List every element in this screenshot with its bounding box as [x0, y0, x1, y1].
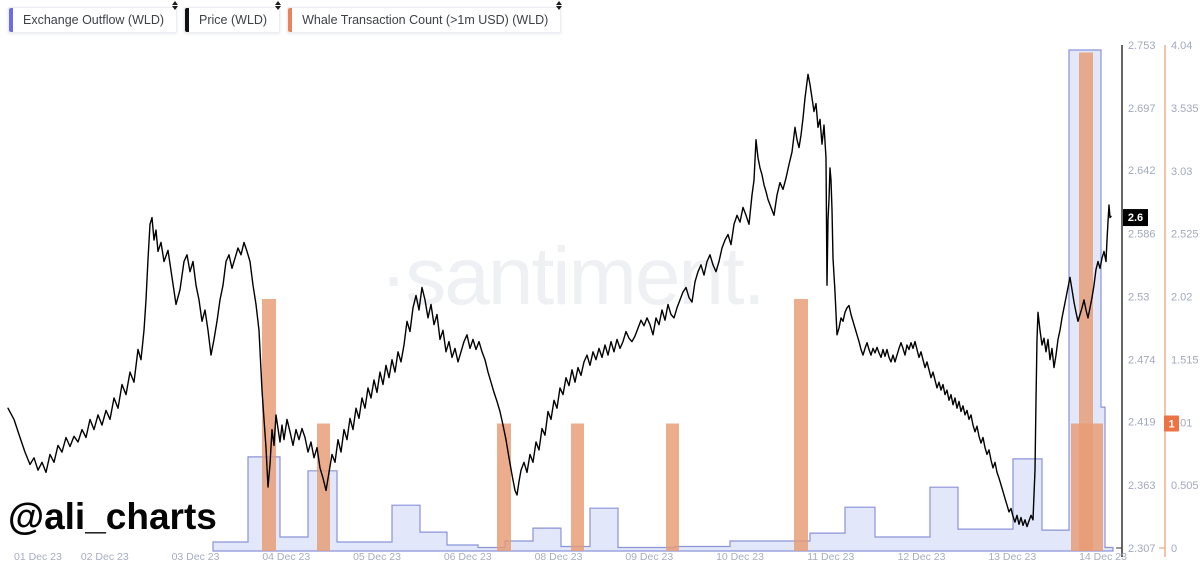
date-tick-label: 03 Dec 23: [172, 551, 220, 563]
whale-transaction-bars: [262, 52, 1103, 551]
whale-tick-label: 1.515: [1171, 354, 1199, 366]
svg-text:1: 1: [1168, 418, 1174, 430]
price-tick-label: 2.363: [1128, 480, 1156, 492]
whale-tick-label: 0.505: [1171, 480, 1199, 492]
date-tick-label: 04 Dec 23: [262, 551, 310, 563]
whale-bar: [317, 423, 330, 551]
whale-bar: [666, 423, 679, 551]
date-tick-label: 08 Dec 23: [535, 551, 583, 563]
date-tick-label: 10 Dec 23: [716, 551, 764, 563]
date-tick-label: 05 Dec 23: [353, 551, 401, 563]
legend: Exchange Outflow (WLD) Price (WLD) Whale…: [8, 1, 563, 33]
price-tick-label: 2.307: [1128, 543, 1156, 555]
date-tick-label: 13 Dec 23: [988, 551, 1036, 563]
svg-text:2.6: 2.6: [1128, 212, 1143, 224]
price-line: [7, 73, 1112, 528]
price-tick-label: 2.474: [1128, 355, 1156, 367]
date-tick-label: 01 Dec 23: [14, 551, 62, 563]
santiment-watermark: ·santiment.: [380, 231, 766, 322]
whale-bar: [262, 299, 276, 551]
legend-item-label: Exchange Outflow (WLD): [23, 13, 165, 27]
legend-item-exchange-outflow[interactable]: Exchange Outflow (WLD): [8, 1, 179, 33]
whale-bar: [1079, 52, 1093, 551]
whale-bar: [571, 423, 584, 551]
legend-item-label: Whale Transaction Count (>1m USD) (WLD): [302, 13, 549, 27]
reorder-updown-icon[interactable]: [172, 1, 179, 10]
whale-current-badge: [1164, 415, 1179, 432]
price-tick-label: 2.753: [1128, 40, 1156, 52]
legend-item-whale-transaction-count[interactable]: Whale Transaction Count (>1m USD) (WLD): [287, 1, 563, 33]
price-current-badge: [1123, 209, 1148, 227]
date-tick-label: 14 Dec 23: [1079, 551, 1127, 563]
whale-bar: [794, 299, 808, 551]
price-tick-label: 2.419: [1128, 417, 1156, 429]
legend-item-price[interactable]: Price (WLD): [184, 1, 282, 33]
date-tick-label: 02 Dec 23: [81, 551, 129, 563]
date-tick-label: 12 Dec 23: [898, 551, 946, 563]
legend-item-label: Price (WLD): [199, 13, 268, 27]
reorder-updown-icon[interactable]: [556, 1, 563, 10]
whale-tick-label: 0: [1171, 543, 1177, 555]
whale-bar: [497, 423, 511, 551]
author-handle: @ali_charts: [8, 496, 217, 537]
date-tick-label: 11 Dec 23: [807, 551, 854, 563]
legend-color-bar: [288, 8, 293, 32]
whale-tick-label: 3.03: [1171, 166, 1192, 178]
whale-tick-label: 2.02: [1171, 292, 1192, 304]
legend-color-bar: [9, 8, 13, 32]
whale-tick-label: 2.525: [1171, 229, 1199, 241]
exchange-outflow-area: [212, 49, 1114, 552]
date-tick-label: 06 Dec 23: [444, 551, 492, 563]
date-tick-label: 09 Dec 23: [625, 551, 673, 563]
price-tick-label: 2.642: [1128, 165, 1156, 177]
price-tick-label: 2.53: [1128, 292, 1149, 304]
whale-tick-label: 3.535: [1171, 103, 1199, 115]
whale-tick-label: 4.04: [1171, 40, 1192, 52]
reorder-updown-icon[interactable]: [275, 1, 282, 10]
price-tick-label: 2.697: [1128, 103, 1156, 115]
legend-color-bar: [185, 8, 190, 32]
price-tick-label: 2.586: [1128, 228, 1156, 240]
